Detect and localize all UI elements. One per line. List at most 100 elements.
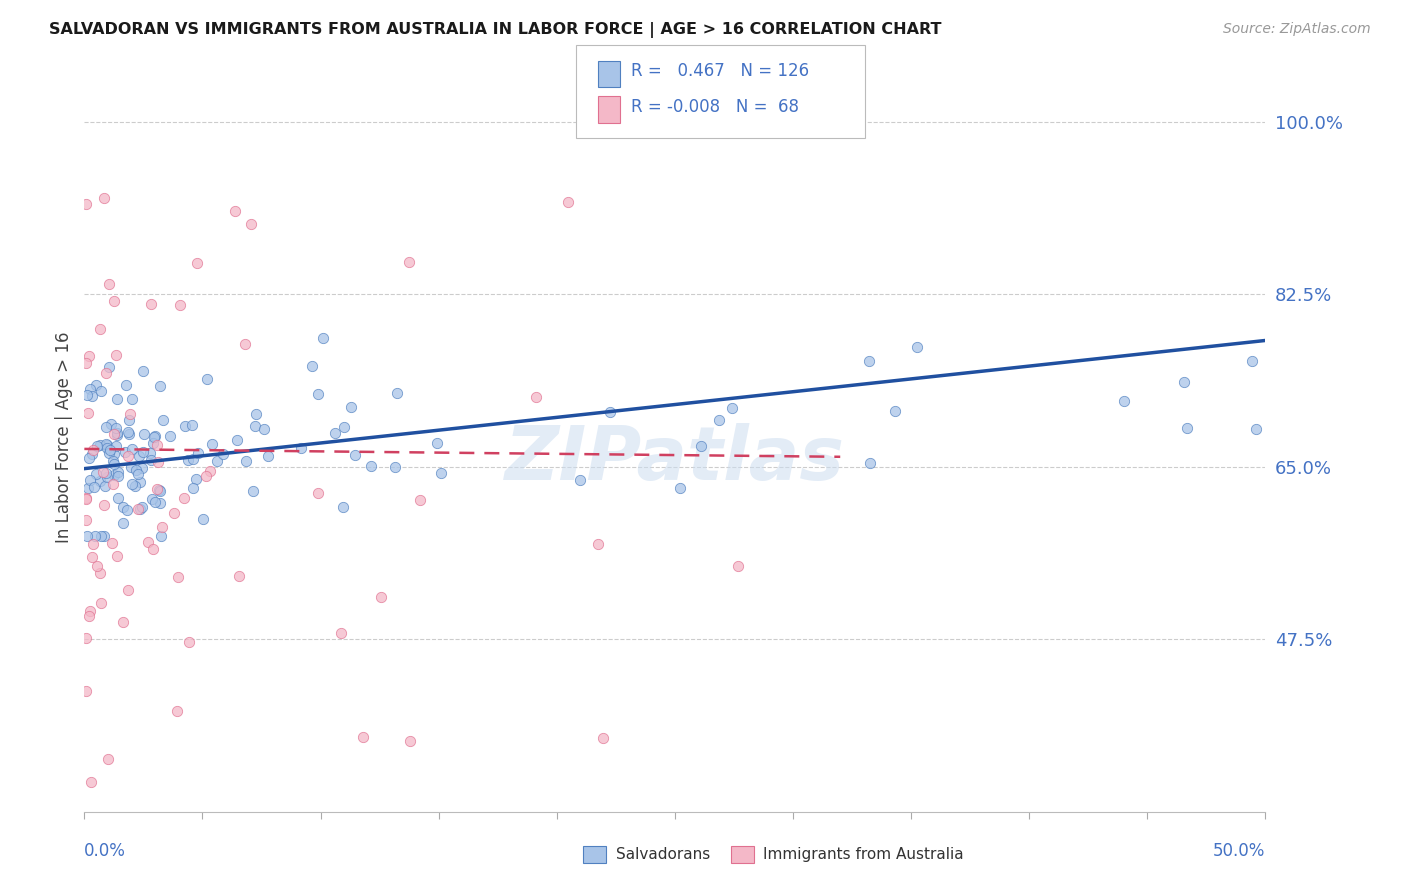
Point	[146, 455, 169, 469]
Point	[333, 420, 356, 434]
Point	[79, 604, 101, 618]
Point	[352, 730, 374, 744]
Point	[105, 420, 128, 434]
Point	[212, 447, 235, 461]
Point	[131, 500, 153, 514]
Point	[150, 529, 173, 543]
Point	[89, 438, 111, 452]
Point	[131, 445, 153, 459]
Point	[77, 349, 100, 363]
Point	[329, 626, 352, 640]
Point	[169, 298, 191, 312]
Point	[96, 441, 118, 455]
Point	[79, 450, 101, 465]
Point	[159, 428, 181, 442]
Point	[132, 427, 155, 442]
Point	[129, 475, 152, 490]
Point	[198, 464, 221, 478]
Point	[163, 506, 186, 520]
Point	[905, 340, 928, 354]
Point	[103, 446, 125, 460]
Point	[75, 356, 97, 370]
Point	[96, 469, 118, 483]
Point	[430, 466, 453, 480]
Point	[146, 438, 169, 452]
Point	[858, 353, 880, 368]
Point	[75, 491, 97, 506]
Point	[131, 461, 153, 475]
Point	[205, 454, 228, 468]
Point	[83, 480, 105, 494]
Point	[105, 392, 128, 406]
Text: 0.0%: 0.0%	[84, 842, 127, 860]
Point	[118, 427, 141, 442]
Point	[195, 372, 218, 386]
Point	[105, 549, 128, 563]
Point	[94, 367, 117, 381]
Point	[93, 529, 115, 543]
Point	[152, 413, 174, 427]
Point	[426, 435, 449, 450]
Point	[186, 472, 208, 486]
Point	[142, 542, 165, 557]
Point	[91, 465, 114, 479]
Point	[384, 460, 406, 475]
Point	[105, 428, 128, 442]
Point	[80, 775, 103, 789]
Point	[139, 297, 162, 311]
Point	[94, 479, 117, 493]
Point	[141, 491, 163, 506]
Point	[193, 511, 215, 525]
Point	[132, 364, 155, 378]
Point	[307, 387, 329, 401]
Point	[97, 752, 120, 766]
Point	[149, 484, 172, 499]
Point	[312, 331, 335, 345]
Point	[569, 473, 592, 487]
Point	[103, 294, 125, 309]
Point	[94, 466, 117, 480]
Point	[398, 255, 420, 269]
Point	[101, 536, 124, 550]
Point	[107, 491, 129, 505]
Point	[82, 443, 104, 458]
Point	[107, 468, 129, 483]
Point	[669, 481, 692, 495]
Point	[127, 467, 149, 482]
Point	[884, 404, 907, 418]
Point	[104, 348, 127, 362]
Point	[332, 500, 354, 515]
Text: Immigrants from Australia: Immigrants from Australia	[763, 847, 965, 862]
Point	[240, 217, 263, 231]
Point	[127, 501, 149, 516]
Point	[98, 359, 121, 374]
Point	[243, 418, 266, 433]
Point	[86, 558, 108, 573]
Point	[859, 456, 882, 470]
Point	[90, 596, 112, 610]
Point	[149, 495, 172, 509]
Point	[90, 384, 112, 398]
Point	[257, 449, 280, 463]
Point	[100, 417, 122, 431]
Point	[80, 389, 103, 403]
Point	[143, 495, 166, 509]
Point	[1173, 375, 1195, 389]
Point	[89, 566, 111, 581]
Point	[599, 405, 621, 419]
Point	[96, 437, 118, 451]
Point	[118, 412, 141, 426]
Point	[93, 498, 115, 512]
Point	[195, 469, 218, 483]
Point	[224, 203, 246, 218]
Text: R = -0.008   N =  68: R = -0.008 N = 68	[631, 98, 799, 116]
Point	[707, 413, 730, 427]
Point	[228, 569, 250, 583]
Point	[90, 529, 112, 543]
Point	[360, 459, 382, 474]
Point	[128, 449, 150, 463]
Point	[94, 419, 117, 434]
Point	[592, 731, 614, 746]
Point	[117, 582, 139, 597]
Point	[187, 445, 209, 459]
